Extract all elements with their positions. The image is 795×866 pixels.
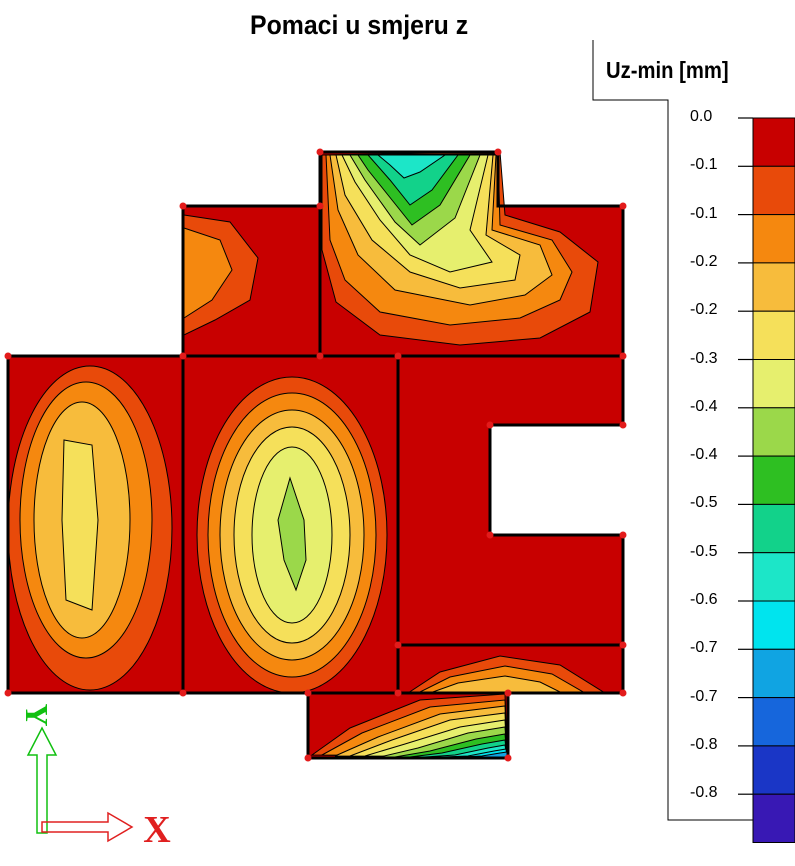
legend-tick-label: 0.0: [690, 108, 713, 125]
legend-tick-label: -0.4: [690, 397, 718, 415]
legend-tick-label: -0.8: [690, 784, 718, 802]
node: [4, 352, 12, 360]
node: [179, 689, 187, 697]
node: [316, 202, 324, 210]
node: [486, 421, 494, 429]
legend-color-swatch: [752, 262, 795, 312]
node: [316, 148, 324, 156]
legend-tick-label: -0.2: [690, 252, 718, 270]
y-axis-arrow: [26, 726, 58, 834]
node: [179, 352, 187, 360]
node: [619, 689, 627, 697]
legend-color-swatch: [752, 600, 795, 650]
node: [504, 689, 512, 697]
node: [394, 689, 402, 697]
node: [4, 689, 12, 697]
node: [316, 352, 324, 360]
legend-tick-label: -0.2: [690, 301, 718, 319]
legend-color-swatch: [752, 117, 795, 167]
legend-color-swatch: [752, 359, 795, 409]
node: [619, 641, 627, 649]
legend-color-swatch: [752, 214, 795, 264]
legend-tick-label: -0.5: [690, 542, 718, 560]
node: [304, 689, 312, 697]
legend-color-swatch: [752, 697, 795, 747]
legend-tick-label: -0.6: [690, 591, 718, 608]
node: [394, 352, 402, 360]
legend-color-swatch: [752, 455, 795, 505]
nodes: [4, 148, 627, 762]
node: [494, 148, 502, 156]
legend-color-swatch: [752, 793, 795, 844]
contours-top: [321, 152, 599, 346]
legend-color-swatch: [752, 165, 795, 216]
legend-tick-label: -0.7: [690, 687, 718, 705]
legend-tick-label: -0.1: [690, 156, 718, 174]
legend-color-bar: [738, 117, 795, 844]
legend-frame: [592, 40, 795, 821]
contours-top-small: [183, 214, 259, 336]
node: [619, 352, 627, 360]
contours-left: [8, 365, 173, 691]
node: [486, 531, 494, 539]
legend-color-swatch: [752, 503, 795, 554]
legend-tick-label: -0.8: [690, 735, 718, 753]
contours-middle: [196, 376, 388, 693]
slab-opening: [490, 425, 623, 535]
legend-tick-label: -0.1: [690, 204, 718, 222]
legend-color-swatch: [752, 552, 795, 602]
legend-tick-label: -0.3: [690, 349, 718, 367]
node: [394, 641, 402, 649]
contours-right-bottom: [407, 655, 606, 693]
axis-triad: Y X: [19, 703, 171, 851]
x-axis-arrow: [41, 811, 134, 843]
node: [304, 754, 312, 762]
legend-tick-label: -0.4: [690, 446, 718, 464]
node: [179, 202, 187, 210]
legend-tick-label: -0.7: [690, 639, 718, 657]
legend-color-swatch: [752, 745, 795, 795]
legend-color-swatch: [752, 648, 795, 699]
y-axis-label: Y: [19, 703, 55, 726]
legend-title: Uz-min [mm]: [606, 57, 729, 83]
legend-color-swatch: [752, 407, 795, 457]
node: [619, 421, 627, 429]
legend-color-swatch: [752, 310, 795, 361]
chart-title: Pomaci u smjeru z: [250, 10, 469, 40]
legend-tick-label: -0.5: [690, 494, 718, 512]
node: [504, 754, 512, 762]
x-axis-label: X: [143, 809, 170, 851]
node: [619, 202, 627, 210]
node: [619, 531, 627, 539]
